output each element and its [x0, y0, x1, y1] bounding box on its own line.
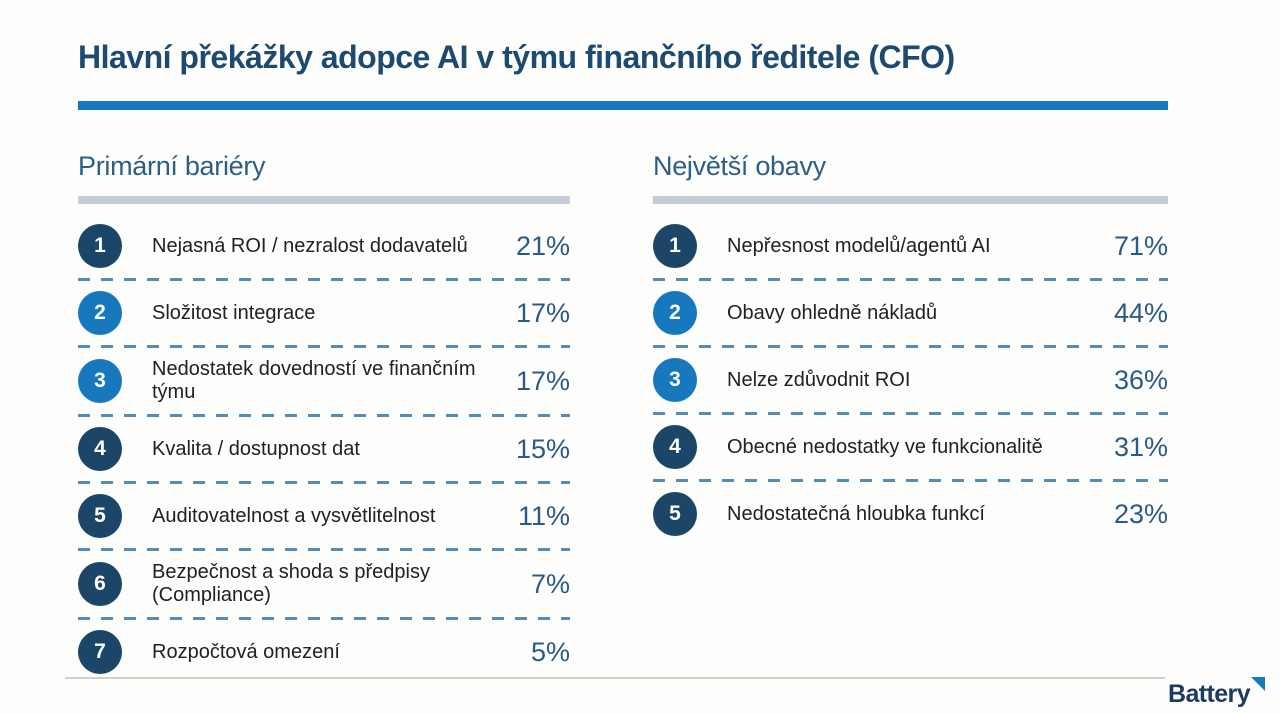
item-value: 5%	[530, 636, 570, 667]
rank-badge: 2	[653, 291, 697, 336]
item-label: Auditovatelnost a vysvětlitelnost	[152, 504, 436, 527]
column-header-biggest-concerns: Největší obavy	[653, 151, 826, 182]
item-label: Nelze zdůvodnit ROI	[727, 368, 911, 391]
item-label: Obecné nedostatky ve funkcionalitě	[727, 435, 1043, 458]
slide: Hlavní překážky adopce AI v týmu finančn…	[78, 39, 1168, 684]
item-label: Bezpečnost a shoda s předpisy (Complianc…	[152, 561, 430, 607]
rank-row: 2 Složitost integrace 17%	[78, 281, 570, 345]
item-value: 17%	[515, 297, 570, 328]
rank-badge: 5	[653, 492, 697, 537]
column-header-primary-barriers: Primární bariéry	[78, 151, 266, 182]
footer-divider	[65, 677, 1165, 679]
item-label: Kvalita / dostupnost dat	[152, 437, 360, 460]
battery-flag-icon	[1251, 677, 1265, 691]
dashed-divider	[653, 345, 1168, 349]
item-label: Nepřesnost modelů/agentů AI	[727, 234, 991, 257]
item-label: Nedostatek dovedností ve finančním týmu	[152, 358, 476, 404]
item-value: 36%	[1113, 364, 1168, 395]
item-value: 23%	[1113, 498, 1168, 529]
dashed-divider	[78, 548, 570, 552]
rank-row: 7 Rozpočtová omezení 5%	[78, 620, 570, 684]
page-title: Hlavní překážky adopce AI v týmu finančn…	[78, 39, 955, 75]
rank-row: 4 Obecné nedostatky ve funkcionalitě 31%	[653, 415, 1168, 479]
dashed-divider	[653, 479, 1168, 483]
dashed-divider	[653, 412, 1168, 416]
rank-row: 5 Nedostatečná hloubka funkcí 23%	[653, 482, 1168, 546]
item-value: 71%	[1113, 230, 1168, 261]
rank-badge: 5	[78, 494, 122, 539]
rank-badge: 1	[78, 224, 122, 269]
rank-badge: 4	[653, 425, 697, 470]
rank-badge: 3	[653, 358, 697, 403]
rank-row: 2 Obavy ohledně nákladů 44%	[653, 281, 1168, 345]
rank-badge: 4	[78, 427, 122, 472]
dashed-divider	[78, 481, 570, 485]
dashed-divider	[78, 414, 570, 418]
concerns-list: 1 Nepřesnost modelů/agentů AI 71% 2 Obavy oh…	[653, 214, 1168, 546]
dashed-divider	[653, 278, 1168, 282]
title-rule	[78, 101, 1168, 111]
item-value: 21%	[515, 230, 570, 261]
dashed-divider	[78, 345, 570, 349]
item-value: 15%	[515, 433, 570, 464]
dashed-divider	[78, 278, 570, 282]
item-value: 44%	[1113, 297, 1168, 328]
column-biggest-concerns: Největší obavy 1 Nepřesnost modelů/agentů…	[653, 151, 1168, 684]
battery-wordmark: Battery	[1168, 680, 1251, 708]
header-underline	[78, 196, 570, 205]
rank-badge: 3	[78, 359, 122, 404]
rank-row: 1 Nejasná ROI / nezralost dodavatelů 21%	[78, 214, 570, 278]
header-underline	[653, 196, 1168, 205]
rank-row: 4 Kvalita / dostupnost dat 15%	[78, 417, 570, 481]
rank-row: 1 Nepřesnost modelů/agentů AI 71%	[653, 214, 1168, 278]
rank-row: 6 Bezpečnost a shoda s předpisy (Complian…	[78, 551, 570, 617]
dashed-divider	[78, 617, 570, 621]
rank-badge: 2	[78, 291, 122, 336]
rank-row: 3 Nedostatek dovedností ve finančním týmu…	[78, 348, 570, 414]
item-label: Složitost integrace	[152, 301, 316, 324]
item-value: 17%	[515, 365, 570, 396]
item-value: 11%	[517, 500, 570, 531]
item-label: Rozpočtová omezení	[152, 640, 340, 663]
item-value: 31%	[1113, 431, 1168, 462]
barriers-list: 1 Nejasná ROI / nezralost dodavatelů 21% 2 S…	[78, 214, 570, 684]
rank-badge: 1	[653, 224, 697, 269]
item-label: Nedostatečná hloubka funkcí	[727, 502, 985, 525]
rank-badge: 7	[78, 630, 122, 675]
columns-wrapper: Primární bariéry 1 Nejasná ROI / nezralos…	[78, 151, 1168, 684]
item-label: Nejasná ROI / nezralost dodavatelů	[152, 234, 468, 257]
rank-row: 3 Nelze zdůvodnit ROI 36%	[653, 348, 1168, 412]
battery-logo: Battery	[1168, 677, 1265, 709]
rank-row: 5 Auditovatelnost a vysvětlitelnost 11%	[78, 484, 570, 548]
item-label: Obavy ohledně nákladů	[727, 301, 938, 324]
item-value: 7%	[530, 568, 570, 599]
rank-badge: 6	[78, 562, 122, 607]
column-primary-barriers: Primární bariéry 1 Nejasná ROI / nezralos…	[78, 151, 570, 684]
